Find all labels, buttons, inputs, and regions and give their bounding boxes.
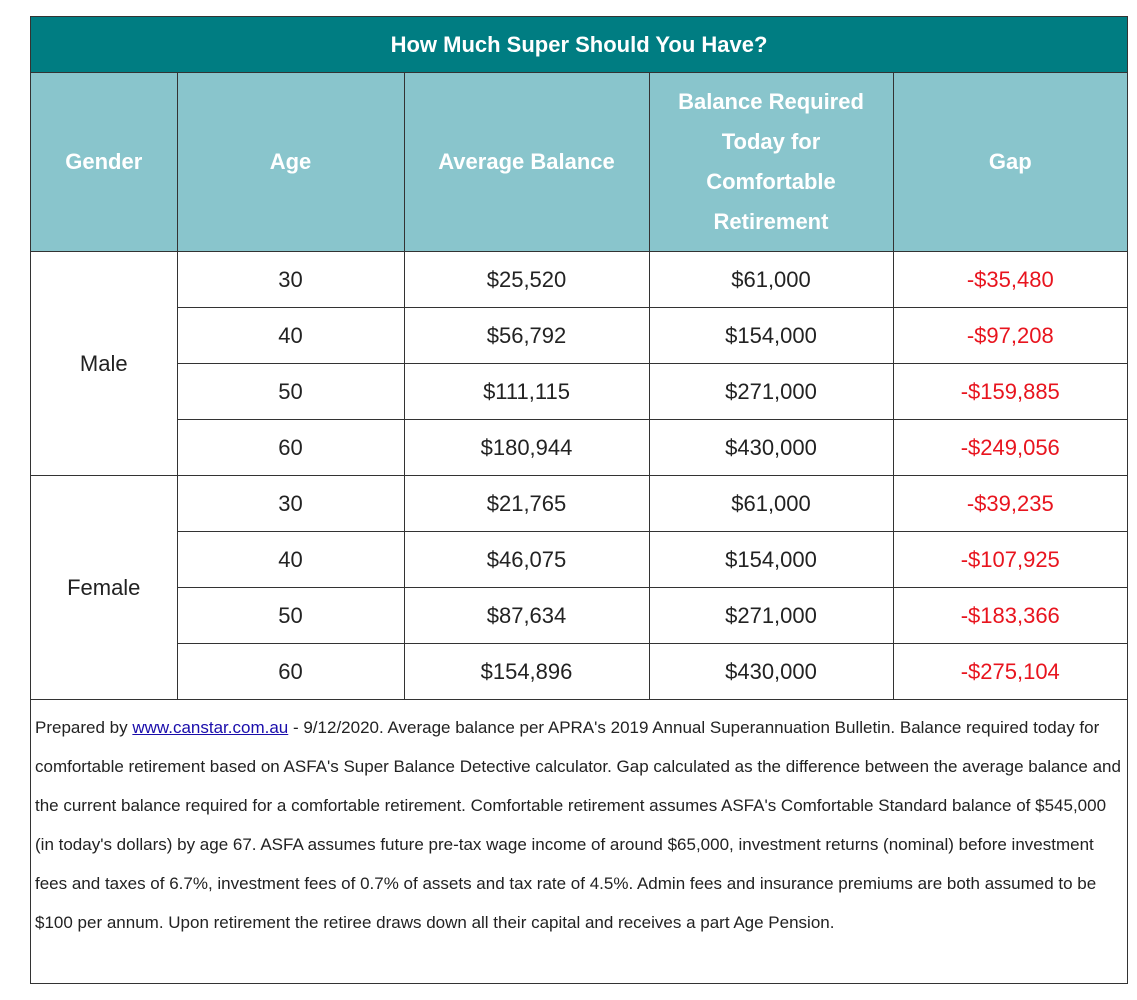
balance-required-cell: $430,000: [648, 419, 894, 476]
age-cell: 30: [176, 475, 405, 532]
gap-cell: -$35,480: [892, 251, 1128, 308]
age-cell: 30: [176, 251, 405, 308]
balance-required-cell: $271,000: [648, 363, 894, 420]
balance-required-cell: $271,000: [648, 587, 894, 644]
average-balance-cell: $180,944: [403, 419, 650, 476]
average-balance-cell: $111,115: [403, 363, 650, 420]
gap-cell: -$97,208: [892, 307, 1128, 364]
average-balance-cell: $46,075: [403, 531, 650, 588]
gap-cell: -$275,104: [892, 643, 1128, 700]
gender-cell-male: Male: [31, 251, 178, 476]
table-row: Female 30 $21,765 $61,000 -$39,235: [31, 475, 1128, 700]
balance-required-cell: $154,000: [648, 531, 894, 588]
gap-cell: -$249,056: [892, 419, 1128, 476]
table-row: 60 $154,896 $430,000 -$275,104: [31, 643, 1128, 700]
table-row: 40 $56,792 $154,000 -$97,208: [31, 307, 1128, 364]
balance-required-cell: $430,000: [648, 643, 894, 700]
age-cell: 60: [177, 643, 405, 700]
balance-required-cell: $61,000: [648, 251, 894, 308]
average-balance-cell: $154,896: [403, 643, 650, 700]
gap-cell: -$107,925: [892, 531, 1128, 588]
balance-required-cell: $154,000: [648, 307, 894, 364]
average-balance-cell: $87,634: [403, 587, 650, 644]
age-cell: 60: [177, 419, 405, 476]
gender-cell-female: Female: [31, 475, 178, 700]
footnote: Prepared by www.canstar.com.au - 9/12/20…: [31, 699, 1128, 950]
age-cell: 50: [177, 363, 405, 420]
gap-cell: -$39,235: [892, 475, 1128, 532]
gap-cell: -$183,366: [892, 587, 1128, 644]
age-cell: 40: [177, 307, 405, 364]
header-gap: Gap: [892, 72, 1128, 252]
table-row: 60 $180,944 $430,000 -$249,056: [31, 419, 1128, 476]
header-age: Age: [176, 72, 405, 252]
canstar-link[interactable]: www.canstar.com.au: [132, 718, 289, 737]
table-row: Male 30 $25,520 $61,000 -$35,480: [31, 251, 1128, 476]
age-cell: 50: [177, 587, 405, 644]
header-average-balance: Average Balance: [403, 72, 650, 252]
table-row: 50 $87,634 $271,000 -$183,366: [31, 587, 1128, 644]
gap-cell: -$159,885: [892, 363, 1128, 420]
header-gender: Gender: [31, 72, 178, 252]
header-balance-required-label: Balance Required Today for Comfortable R…: [678, 89, 864, 234]
header-balance-required: Balance Required Today for Comfortable R…: [648, 72, 894, 252]
average-balance-cell: $21,765: [403, 475, 650, 532]
super-balance-table: How Much Super Should You Have? Gender A…: [31, 17, 1128, 950]
table-title: How Much Super Should You Have?: [31, 17, 1128, 73]
footnote-body: - 9/12/2020. Average balance per APRA's …: [35, 718, 1121, 932]
table-row: 40 $46,075 $154,000 -$107,925: [31, 531, 1128, 588]
table-row: 50 $111,115 $271,000 -$159,885: [31, 363, 1128, 420]
balance-required-cell: $61,000: [648, 475, 894, 532]
average-balance-cell: $56,792: [403, 307, 650, 364]
footnote-prefix: Prepared by: [35, 718, 133, 737]
super-table-frame: How Much Super Should You Have? Gender A…: [30, 16, 1128, 984]
age-cell: 40: [177, 531, 405, 588]
average-balance-cell: $25,520: [403, 251, 650, 308]
